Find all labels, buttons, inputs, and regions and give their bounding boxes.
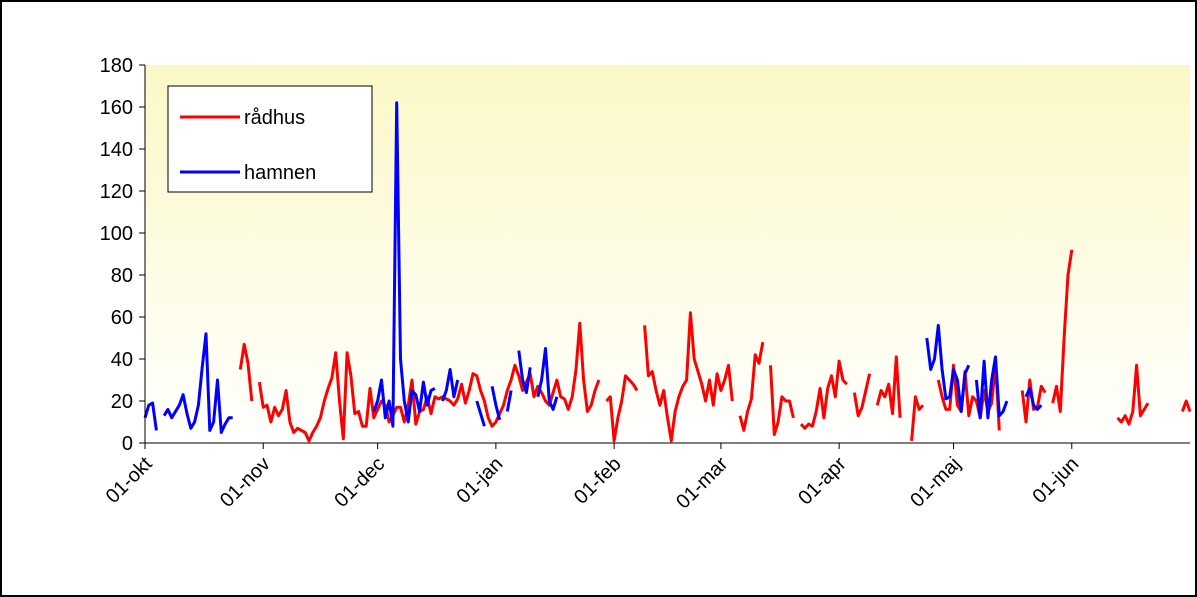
legend: rådhus hamnen [167,85,373,193]
y-tick-label: 180 [100,55,133,77]
y-tick-label: 40 [111,349,133,371]
legend-label: rådhus [244,107,305,129]
y-tick-label: 20 [111,391,133,413]
y-tick-label: 60 [111,307,133,329]
y-tick-label: 120 [100,181,133,203]
y-tick-label: 0 [122,433,133,455]
legend-box [167,85,373,193]
y-tick-label: 80 [111,265,133,287]
legend-label: hamnen [244,162,316,184]
y-tick-label: 140 [100,139,133,161]
y-tick-label: 160 [100,97,133,119]
y-tick-label: 100 [100,223,133,245]
series-line [143,101,1043,434]
series-line [238,249,1192,443]
